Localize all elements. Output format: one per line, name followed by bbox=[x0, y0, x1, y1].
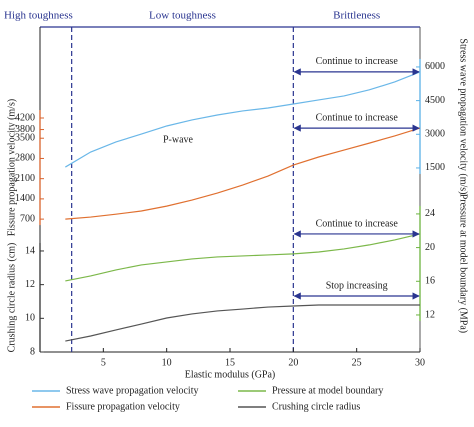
y-axis-label: Stress wave propagation velocity (m/s) bbox=[458, 38, 469, 194]
y-tick-label: 14 bbox=[25, 245, 35, 256]
arrow-label: Continue to increase bbox=[316, 56, 399, 67]
y-tick-label: 3800 bbox=[15, 124, 35, 135]
series-line bbox=[65, 233, 421, 282]
y-tick-label: 8 bbox=[30, 346, 35, 357]
series-annotation: P-wave bbox=[163, 134, 194, 145]
y-axis-label: Crushing circle radius (cm) bbox=[6, 243, 17, 353]
y-tick-label: 12 bbox=[25, 279, 35, 290]
region-label: Brittleness bbox=[333, 10, 380, 22]
y-tick-label: 24 bbox=[425, 208, 435, 219]
y-tick-label: 10 bbox=[25, 313, 35, 324]
y-tick-label: 3500 bbox=[15, 133, 35, 144]
legend-label: Stress wave propagation velocity bbox=[66, 385, 198, 396]
x-tick-label: 5 bbox=[101, 357, 106, 368]
x-tick-label: 30 bbox=[415, 357, 425, 368]
y-tick-label: 3000 bbox=[425, 129, 445, 140]
y-tick-label: 16 bbox=[425, 276, 435, 287]
y-axis-label: Pressure at model boundary (MPa) bbox=[458, 194, 469, 333]
arrow-label: Stop increasing bbox=[326, 280, 388, 291]
y-tick-label: 6000 bbox=[425, 61, 445, 72]
legend-label: Pressure at model boundary bbox=[272, 385, 383, 396]
x-tick-label: 25 bbox=[352, 357, 362, 368]
y-tick-label: 1500 bbox=[425, 162, 445, 173]
y-tick-label: 4500 bbox=[425, 95, 445, 106]
y-tick-label: 2100 bbox=[15, 173, 35, 184]
legend-label: Fissure propagation velocity bbox=[66, 401, 180, 412]
series-line bbox=[65, 304, 420, 342]
arrow-label: Continue to increase bbox=[316, 218, 399, 229]
y-tick-label: 1400 bbox=[15, 193, 35, 204]
x-tick-label: 10 bbox=[162, 357, 172, 368]
x-tick-label: 20 bbox=[288, 357, 298, 368]
region-label: Low toughness bbox=[149, 10, 216, 22]
y-tick-label: 4200 bbox=[15, 112, 35, 123]
arrow-label: Continue to increase bbox=[316, 112, 399, 123]
y-tick-label: 12 bbox=[425, 309, 435, 320]
region-label: High toughness bbox=[4, 10, 73, 22]
series-line bbox=[65, 127, 421, 220]
x-axis-label: Elastic modulus (GPa) bbox=[185, 369, 276, 380]
y-axis-label: Fissure propagation velocity (m/s) bbox=[6, 99, 17, 236]
series-line bbox=[65, 71, 421, 168]
y-tick-label: 20 bbox=[425, 242, 435, 253]
y-tick-label: 700 bbox=[20, 213, 35, 224]
x-tick-label: 15 bbox=[225, 357, 235, 368]
y-tick-label: 2800 bbox=[15, 153, 35, 164]
legend-label: Crushing circle radius bbox=[272, 401, 360, 412]
